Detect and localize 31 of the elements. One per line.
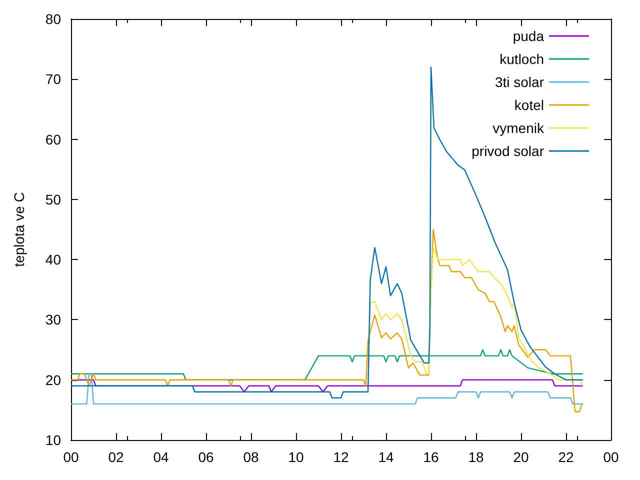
y-axis-title: teplota ve C xyxy=(11,192,27,267)
y-tick-label: 50 xyxy=(45,191,62,208)
x-tick-label: 10 xyxy=(288,449,304,465)
y-tick-label: 20 xyxy=(45,372,62,388)
legend-label: privod solar xyxy=(472,143,544,159)
x-tick-label: 22 xyxy=(558,449,574,465)
line-series xyxy=(70,66,584,398)
x-tick-label: 00 xyxy=(603,449,619,465)
legend-label: kotel xyxy=(514,97,544,113)
legend-label: 3ti solar xyxy=(494,74,544,90)
y-tick-label: 60 xyxy=(45,131,62,148)
legend-label: vymenik xyxy=(492,120,545,136)
legend-label: kutloch xyxy=(500,51,544,67)
x-tick-label: 00 xyxy=(63,449,79,465)
x-tick-label: 06 xyxy=(198,449,214,465)
y-tick-label: 10 xyxy=(45,432,62,448)
y-tick-label: 70 xyxy=(45,71,62,88)
legend-label: puda xyxy=(512,28,544,44)
x-tick-label: 14 xyxy=(378,449,394,465)
x-tick-label: 02 xyxy=(108,449,124,465)
x-tick-label: 18 xyxy=(468,449,484,465)
y-tick-label: 30 xyxy=(45,312,62,328)
y-tick-label: 40 xyxy=(45,252,62,268)
line-series xyxy=(70,228,584,412)
x-tick-label: 20 xyxy=(513,449,529,465)
x-tick-label: 16 xyxy=(423,449,439,465)
y-tick-label: 80 xyxy=(45,11,62,27)
line-series xyxy=(70,373,584,405)
x-tick-label: 12 xyxy=(333,449,349,465)
x-tick-label: 08 xyxy=(243,449,259,465)
x-tick-label: 04 xyxy=(153,449,169,465)
